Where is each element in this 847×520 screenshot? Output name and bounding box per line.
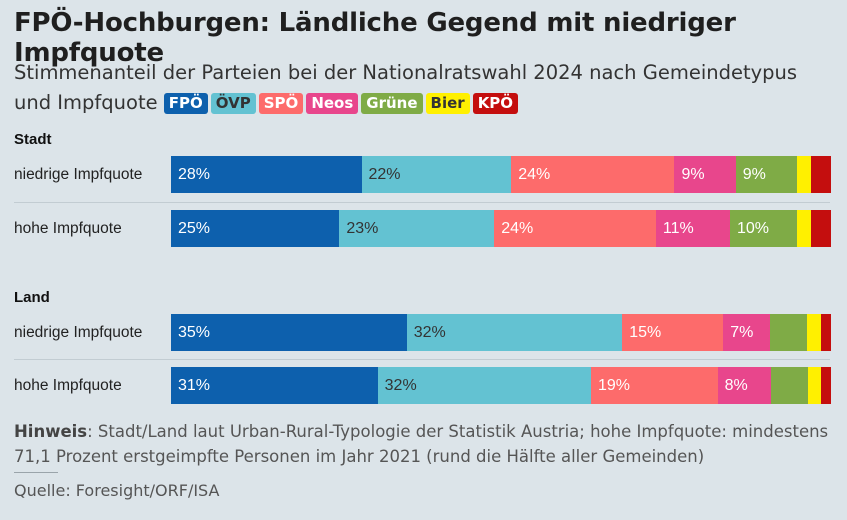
bar-segment-fpö: 35% (171, 314, 407, 351)
row-label: hohe Impfquote (14, 220, 122, 237)
bar-segment-spö: 24% (494, 210, 656, 247)
legend-item: KPÖ (472, 93, 519, 114)
row-separator (14, 359, 830, 360)
chart-title: FPÖ-Hochburgen: Ländliche Gegend mit nie… (14, 8, 736, 68)
bar-segment-kpö (810, 210, 831, 247)
bar-segment-bier (807, 367, 821, 404)
legend-item: ÖVP (210, 93, 256, 114)
bar-segment-grüne (770, 314, 808, 351)
stacked-bar: 31% 32% 19% 8% (171, 367, 831, 404)
row-label: niedrige Impfquote (14, 166, 143, 183)
bar-segment-neos: 7% (723, 314, 771, 351)
legend: FPÖ ÖVP SPÖ Neos Grüne Bier KPÖ (163, 91, 521, 114)
bar-segment-grüne: 10% (729, 210, 798, 247)
row-label: hohe Impfquote (14, 377, 122, 394)
bar-segment-övp: 22% (361, 156, 512, 193)
stacked-bar: 25% 23% 24% 11% 10% (171, 210, 831, 247)
group-label: Land (14, 289, 50, 306)
legend-item: Neos (306, 93, 359, 114)
bar-segment-kpö (820, 367, 831, 404)
group-label: Stadt (14, 131, 52, 148)
note-label: Hinweis (14, 422, 88, 441)
chart-subtitle: Stimmenanteil der Parteien bei der Natio… (14, 58, 834, 118)
bar-segment-kpö (820, 314, 831, 351)
legend-item: Grüne (361, 93, 423, 114)
note-divider (14, 472, 58, 473)
bar-segment-spö: 19% (590, 367, 718, 404)
bar-segment-spö: 24% (511, 156, 675, 193)
bar-segment-neos: 11% (655, 210, 730, 247)
bar-segment-övp: 32% (377, 367, 591, 404)
bar-segment-neos: 9% (674, 156, 736, 193)
bar-segment-grüne: 9% (735, 156, 797, 193)
bar-segment-kpö (810, 156, 831, 193)
legend-item: Bier (425, 93, 470, 114)
bar-segment-bier (796, 156, 811, 193)
legend-item: FPÖ (163, 93, 208, 114)
bar-segment-övp: 23% (339, 210, 495, 247)
bar-segment-övp: 32% (406, 314, 623, 351)
bar-segment-spö: 15% (622, 314, 724, 351)
note-text: : Stadt/Land laut Urban-Rural-Typologie … (14, 422, 829, 466)
stacked-bar: 28% 22% 24% 9% 9% (171, 156, 831, 193)
legend-item: SPÖ (258, 93, 304, 114)
stacked-bar: 35% 32% 15% 7% (171, 314, 831, 351)
bar-segment-bier (807, 314, 821, 351)
note: Hinweis: Stadt/Land laut Urban-Rural-Typ… (14, 419, 834, 469)
bar-segment-neos: 8% (717, 367, 771, 404)
row-label: niedrige Impfquote (14, 324, 143, 341)
subtitle-text: Stimmenanteil der Parteien bei der Natio… (14, 61, 798, 114)
bar-segment-fpö: 31% (171, 367, 378, 404)
source: Quelle: Foresight/ORF/ISA (14, 481, 220, 500)
row-separator (14, 202, 830, 203)
bar-segment-fpö: 28% (171, 156, 362, 193)
bar-segment-grüne (770, 367, 808, 404)
bar-segment-fpö: 25% (171, 210, 340, 247)
bar-segment-bier (797, 210, 811, 247)
